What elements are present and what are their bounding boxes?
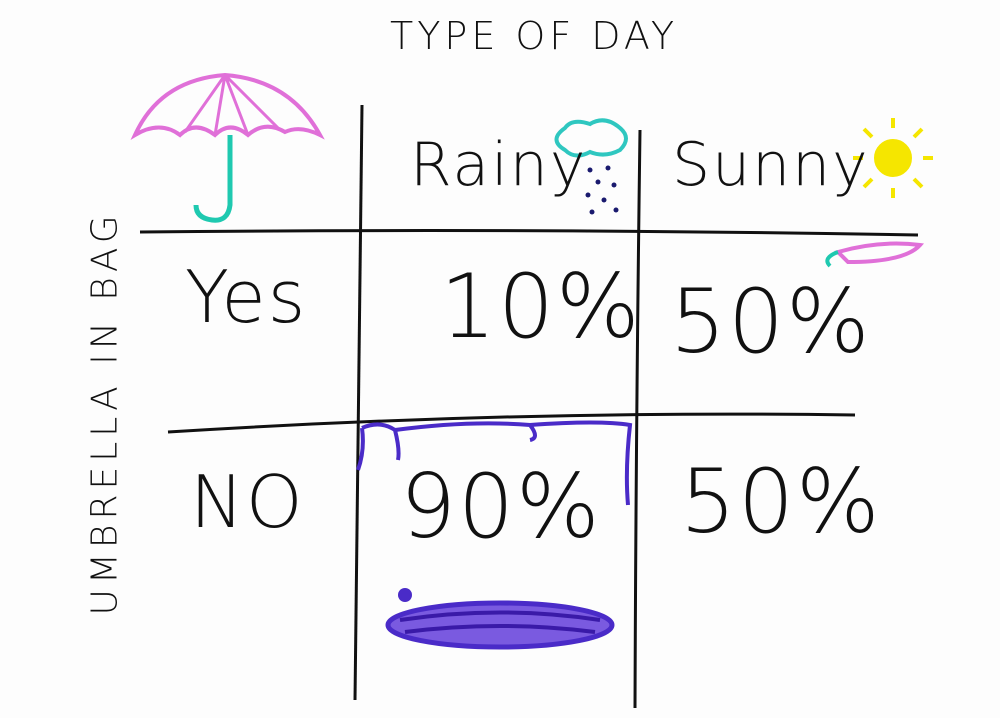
- cell-yes-sunny: 50%: [670, 270, 872, 373]
- puddle-icon: [385, 588, 615, 650]
- column-header-rainy: Rainy: [410, 130, 588, 200]
- cell-no-rainy: 90%: [400, 455, 602, 558]
- cell-no-sunny: 50%: [680, 450, 882, 553]
- column-header-sunny: Sunny: [672, 130, 870, 200]
- vertical-divider-right: [633, 129, 642, 709]
- horizontal-divider-bottom: [167, 412, 856, 434]
- row-axis-title: UMBRELLA IN BAG: [84, 210, 126, 616]
- puddle-drip-icon: [356, 420, 633, 506]
- umbrella-icon: [130, 72, 325, 223]
- row-header-yes: Yes: [185, 255, 308, 339]
- closed-umbrella-icon: [825, 241, 925, 268]
- horizontal-divider-top: [139, 229, 919, 237]
- column-axis-title: TYPE OF DAY: [390, 14, 679, 58]
- rain-cloud-icon: [554, 118, 628, 215]
- cell-yes-rainy: 10%: [440, 255, 642, 358]
- sun-icon: [853, 118, 933, 198]
- vertical-divider-left: [353, 104, 364, 701]
- row-header-no: NO: [190, 460, 305, 544]
